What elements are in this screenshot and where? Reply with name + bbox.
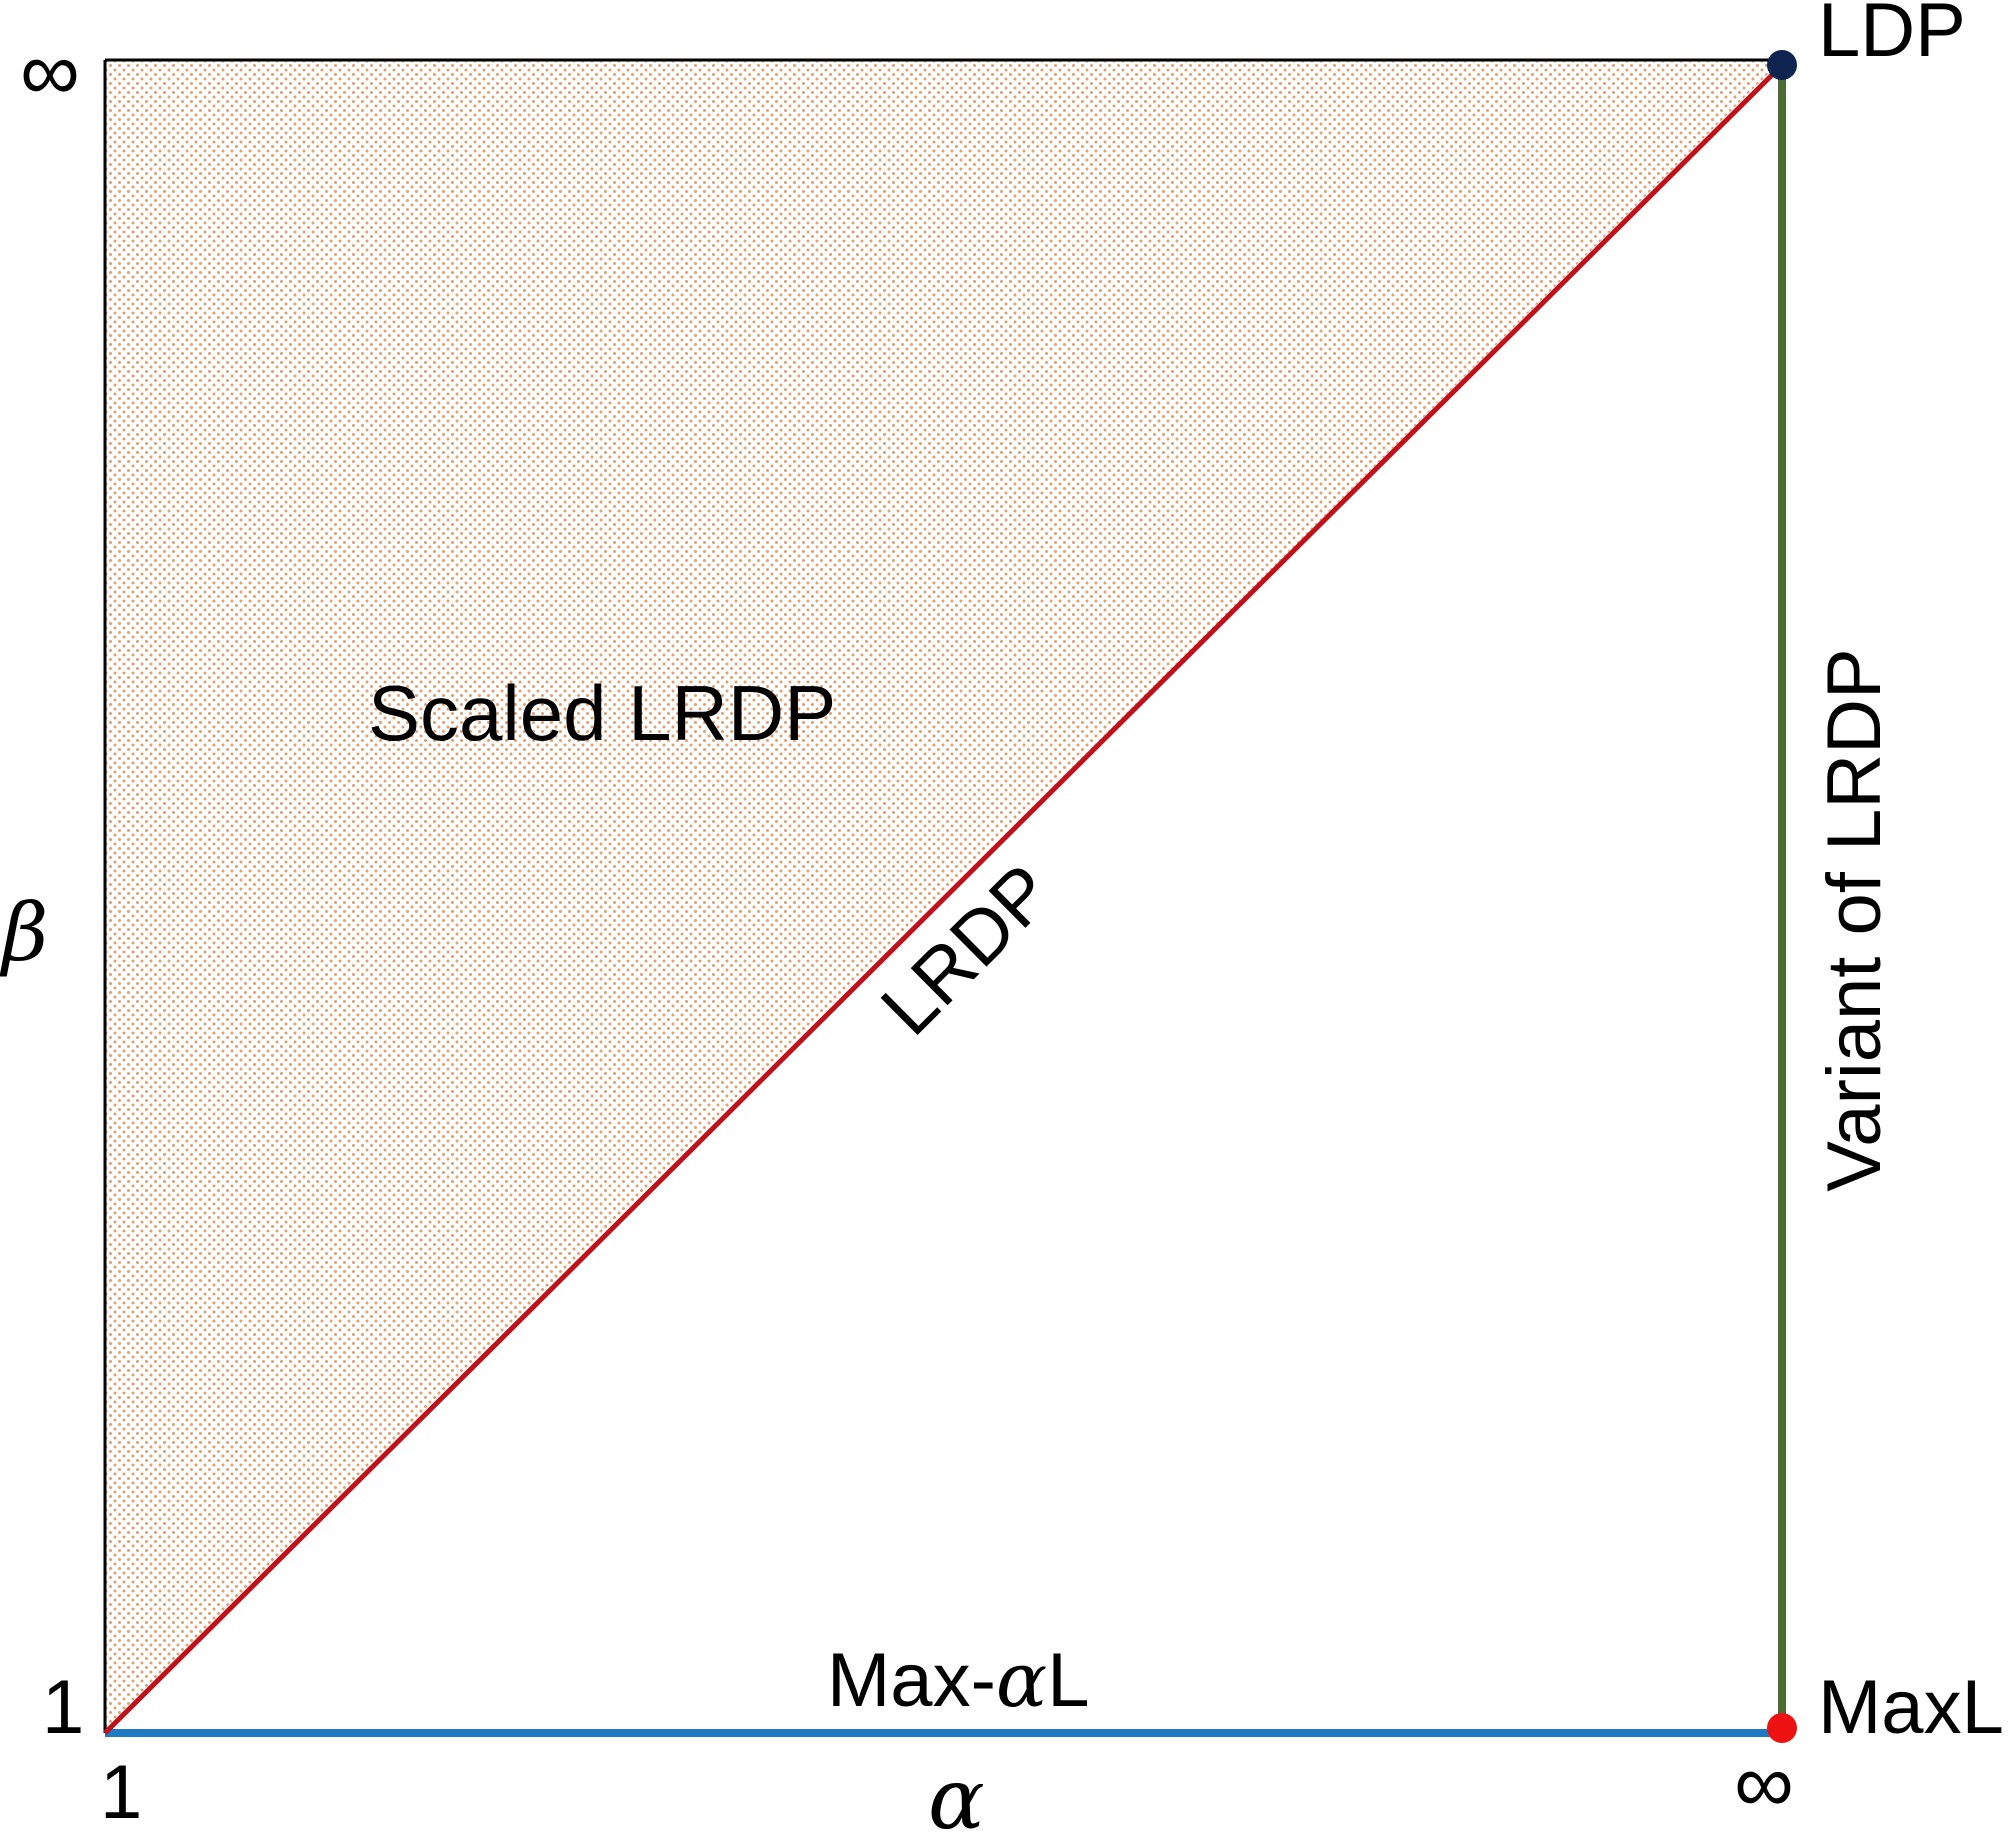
x-axis-label: α — [928, 1750, 985, 1833]
variant-lrdp-label: Variant of LRDP — [1812, 648, 1897, 1192]
y-axis-max-tick: ∞ — [20, 24, 80, 118]
ldp-point — [1767, 50, 1797, 80]
lrdp-diagonal-line — [103, 63, 1784, 1735]
x-axis-max-tick: ∞ — [1734, 1736, 1794, 1830]
max-alpha-l-suffix: L — [1047, 1638, 1089, 1723]
max-alpha-l-label: Max-αL — [827, 1635, 1090, 1724]
maxl-label: MaxL — [1818, 1665, 2004, 1750]
scaled-lrdp-label: Scaled LRDP — [368, 669, 836, 757]
max-alpha-l-prefix: Max- — [827, 1638, 996, 1723]
maxl-point — [1767, 1713, 1797, 1743]
max-alpha-l-alpha: α — [996, 1635, 1047, 1724]
x-axis-min-tick: 1 — [100, 1750, 142, 1833]
y-axis-min-tick: 1 — [42, 1665, 84, 1750]
y-axis-label: β — [0, 886, 48, 979]
ldp-label: LDP — [1818, 0, 1966, 73]
